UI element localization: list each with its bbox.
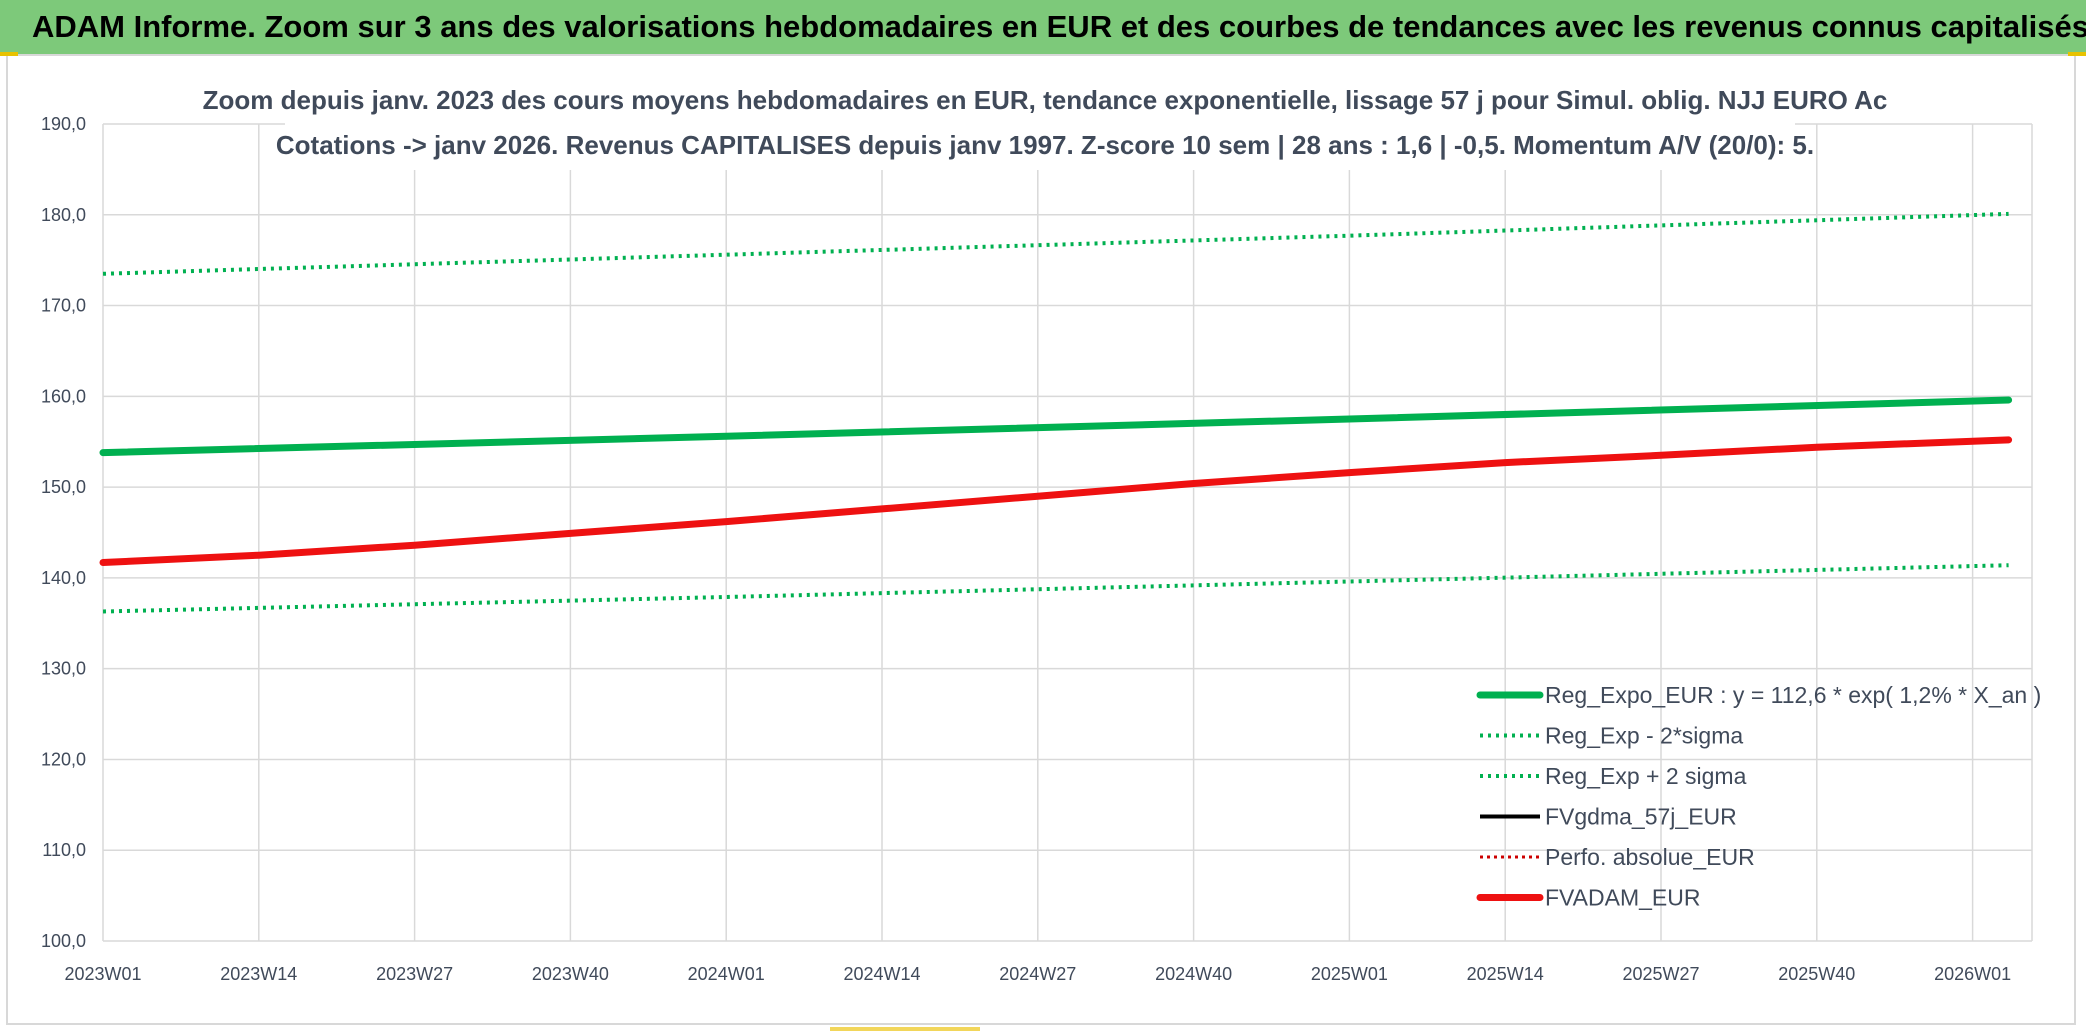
x-axis-ticks: 2023W01 2023W14 2023W27 2023W40 2024W01 2024W…: [64, 964, 2011, 984]
banner-title: ADAM Informe. Zoom sur 3 ans des valoris…: [32, 9, 2086, 44]
legend-label-0: Reg_Expo_EUR : y = 112,6 * exp( 1,2% * X…: [1545, 682, 2041, 708]
y-tick-label: 190,0: [41, 114, 86, 134]
y-tick-label: 110,0: [42, 840, 86, 860]
title-backdrop: [285, 80, 1795, 170]
x-tick-label: 2025W01: [1311, 964, 1388, 984]
frame-scroll-mark: [830, 1027, 980, 1031]
chart-grid: [102, 123, 2033, 942]
x-tick-label: 2024W40: [1155, 964, 1232, 984]
series-line-0: [99, 396, 2013, 457]
legend-label-5: FVADAM_EUR: [1545, 885, 1701, 911]
y-tick-label: 170,0: [41, 296, 86, 316]
x-tick-label: 2024W01: [688, 964, 765, 984]
y-tick-label: 130,0: [41, 659, 86, 679]
y-tick-label: 160,0: [41, 386, 86, 406]
x-tick-label: 2024W27: [999, 964, 1076, 984]
x-tick-label: 2025W40: [1778, 964, 1855, 984]
x-tick-label: 2025W14: [1467, 964, 1544, 984]
x-tick-label: 2023W27: [376, 964, 453, 984]
y-tick-label: 150,0: [41, 477, 86, 497]
y-tick-label: 180,0: [41, 205, 86, 225]
frame-corner-mark: [0, 52, 18, 56]
chart-subtitle: Cotations -> janv 2026. Revenus CAPITALI…: [276, 130, 1814, 160]
x-tick-label: 2023W14: [220, 964, 297, 984]
chart-frame: [6, 54, 2076, 1025]
frame-corner-mark: [2068, 52, 2086, 56]
chart-legend: Reg_Expo_EUR : y = 112,6 * exp( 1,2% * X…: [1476, 682, 2041, 911]
legend-label-1: Reg_Exp - 2*sigma: [1545, 723, 1743, 749]
x-tick-label: 2023W01: [64, 964, 141, 984]
report-banner: ADAM Informe. Zoom sur 3 ans des valoris…: [0, 0, 2086, 54]
y-tick-label: 100,0: [41, 931, 86, 951]
legend-label-4: Perfo. absolue_EUR: [1545, 844, 1755, 870]
y-tick-label: 140,0: [41, 568, 86, 588]
x-tick-label: 2023W40: [532, 964, 609, 984]
legend-label-3: FVgdma_57j_EUR: [1545, 804, 1737, 830]
x-tick-label: 2024W14: [843, 964, 920, 984]
x-tick-label: 2026W01: [1934, 964, 2011, 984]
series-lines: [99, 211, 2013, 614]
series-line-1: [102, 563, 2009, 614]
series-line-5: [99, 436, 2013, 566]
legend-label-2: Reg_Exp + 2 sigma: [1545, 763, 1747, 789]
series-line-2: [102, 211, 2009, 276]
y-axis-ticks: 100,0 110,0 120,0 130,0 140,0 150,0 160,0 170,0…: [41, 114, 86, 951]
chart-title: Zoom depuis janv. 2023 des cours moyens …: [203, 85, 1888, 115]
x-tick-label: 2025W27: [1622, 964, 1699, 984]
y-tick-label: 120,0: [41, 749, 86, 769]
